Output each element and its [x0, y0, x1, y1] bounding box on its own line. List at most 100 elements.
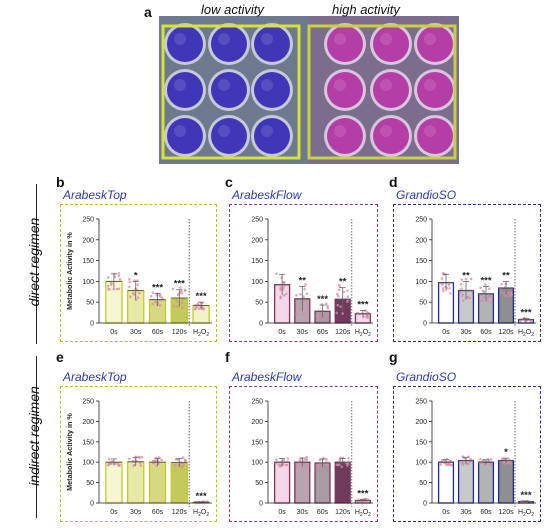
chart-title-b: ArabeskTop	[63, 188, 127, 202]
data-point	[324, 318, 327, 321]
significance-marker: *	[504, 447, 508, 458]
significance-marker: **	[502, 270, 510, 281]
x-tick-label: 120s	[172, 329, 188, 336]
y-tick-label: 50	[419, 300, 427, 307]
panel-letter-f: f	[225, 349, 230, 365]
data-point	[183, 289, 187, 293]
data-point	[172, 304, 175, 308]
data-point	[347, 457, 350, 460]
y-tick-label: 100	[415, 460, 427, 467]
y-tick-label: 0	[423, 501, 427, 508]
data-point	[460, 278, 464, 282]
y-tick-label: 100	[82, 460, 94, 467]
data-point	[154, 300, 157, 304]
panel-letter-e: e	[56, 349, 64, 365]
low-activity-label: low activity	[201, 2, 264, 17]
well-highlight	[174, 33, 186, 45]
well-high-activity	[327, 72, 363, 108]
data-point	[176, 305, 180, 308]
chart-panel-d: GrandioSO 0 50 100 150 200 250 0s ** 30s *** 60s **…	[393, 188, 541, 342]
data-point	[460, 287, 463, 290]
data-point	[279, 286, 282, 289]
direct-regimen-label: direct regimen	[26, 217, 42, 307]
data-point	[500, 457, 504, 461]
data-point	[468, 296, 472, 300]
data-point	[171, 287, 175, 291]
data-point	[282, 285, 286, 289]
significance-marker: ***	[520, 307, 531, 318]
data-point	[136, 296, 140, 299]
data-point	[449, 292, 452, 295]
data-point	[499, 291, 503, 294]
significance-marker: **	[299, 275, 307, 286]
y-tick-label: 250	[251, 217, 263, 224]
data-point	[302, 295, 305, 299]
data-point	[282, 458, 286, 462]
y-tick-label: 0	[259, 321, 263, 328]
y-tick-label: 50	[86, 300, 94, 307]
y-tick-label: 100	[82, 279, 94, 286]
bar-60s	[314, 462, 331, 504]
data-point	[107, 457, 111, 461]
data-point	[173, 464, 177, 467]
data-point	[479, 299, 482, 303]
data-point	[440, 277, 444, 280]
data-point	[487, 296, 490, 300]
x-tick-label: 60s	[480, 509, 492, 516]
panel-letter-g: g	[389, 349, 398, 365]
bar-0s	[437, 461, 455, 504]
data-point	[301, 312, 304, 315]
data-point	[299, 293, 302, 296]
x-tick-label: H2O2	[518, 509, 534, 518]
y-tick-label: 150	[82, 258, 94, 265]
data-point	[283, 293, 286, 297]
data-point	[151, 291, 155, 295]
chart-panel-g: GrandioSO 0 50 100 150 200 250 0s 30s 60s * 120s **…	[393, 370, 541, 522]
x-tick-label: 60s	[480, 329, 492, 336]
y-tick-label: 200	[415, 419, 427, 426]
data-point	[479, 457, 482, 461]
data-point	[132, 463, 136, 467]
data-point	[279, 288, 282, 291]
well-low-activity	[167, 26, 203, 62]
x-tick-label: 0s	[278, 509, 286, 516]
significance-marker: ***	[480, 275, 491, 286]
data-point	[296, 462, 300, 465]
data-point	[439, 463, 443, 466]
y-tick-label: 0	[423, 321, 427, 328]
significance-marker: ***	[520, 490, 531, 501]
data-point	[118, 278, 122, 281]
data-point	[138, 461, 142, 465]
significance-marker: ***	[174, 279, 185, 290]
data-point	[479, 286, 482, 290]
x-tick-label: 0s	[442, 509, 450, 516]
x-tick-label: 60s	[317, 329, 329, 336]
data-point	[488, 287, 491, 290]
bar-120s	[170, 461, 189, 504]
data-point	[106, 284, 110, 288]
data-point	[115, 287, 119, 291]
well-low-activity	[254, 26, 290, 62]
chart-title-f: ArabeskFlow	[232, 370, 302, 384]
data-point	[509, 293, 513, 297]
well-highlight	[380, 79, 392, 91]
data-point	[295, 465, 298, 469]
data-point	[112, 288, 116, 291]
y-tick-label: 50	[255, 300, 263, 307]
y-tick-label: 0	[259, 501, 263, 508]
data-point	[117, 464, 121, 467]
data-point	[441, 458, 444, 462]
y-axis-label: Metabolic Activity in %	[65, 413, 74, 491]
y-tick-label: 250	[251, 399, 263, 406]
data-point	[338, 458, 342, 462]
data-point	[482, 295, 485, 299]
y-tick-label: 200	[415, 237, 427, 244]
data-point	[355, 500, 359, 503]
data-point	[181, 306, 184, 310]
chart-g-plot: 0 50 100 150 200 250 0s 30s 60s * 120s *** H2O2	[415, 399, 536, 518]
data-point	[128, 280, 132, 284]
data-point	[484, 283, 487, 286]
data-point	[342, 290, 346, 294]
y-tick-label: 100	[251, 279, 263, 286]
y-tick-label: 100	[251, 460, 263, 467]
